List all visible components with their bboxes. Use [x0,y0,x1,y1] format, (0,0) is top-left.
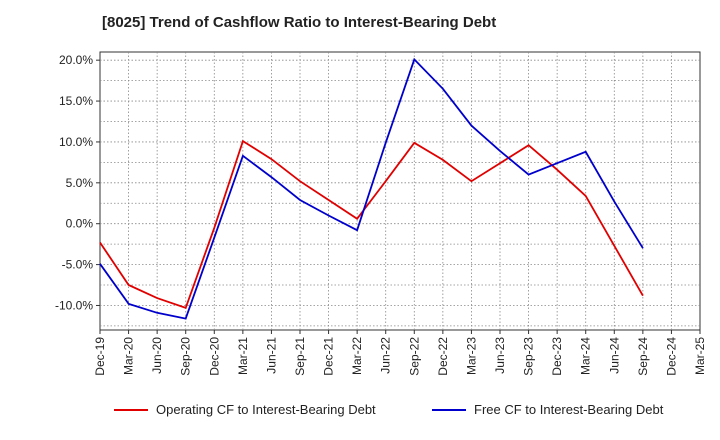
axis-ticks: -10.0% -5.0% 0.0% 5.0% 10.0% 15.0% 20.0% Dec-19… [55,53,707,376]
legend-label-operating-cf: Operating CF to Interest-Bearing Debt [156,402,376,417]
x-tick-label: Dec-24 [664,337,678,376]
x-tick-label: Dec-19 [93,337,107,376]
x-tick-label: Mar-23 [464,337,478,375]
x-tick-label: Jun-21 [264,337,278,374]
series-line-free-cf-to-interest-bearing-debt [99,57,644,320]
x-tick-label: Sep-23 [522,337,536,376]
y-tick-label: 20.0% [59,53,93,67]
x-tick-label: Mar-20 [122,337,136,375]
x-tick-label: Sep-20 [179,337,193,376]
legend-item-operating-cf: Operating CF to Interest-Bearing Debt [114,402,376,417]
plot-area [99,51,701,331]
x-tick-label: Dec-22 [436,337,450,376]
x-tick-label: Mar-24 [579,337,593,375]
x-tick-label: Jun-20 [150,337,164,374]
legend: Operating CF to Interest-Bearing Debt Fr… [0,402,720,426]
legend-swatch-operating-cf [114,408,148,411]
y-tick-label: -10.0% [55,298,93,312]
x-tick-label: Jun-22 [379,337,393,374]
x-tick-label: Jun-23 [493,337,507,374]
series-lines [99,57,644,320]
x-tick-label: Mar-22 [350,337,364,375]
legend-label-free-cf: Free CF to Interest-Bearing Debt [474,402,664,417]
y-tick-label: 10.0% [59,135,93,149]
chart-title: [8025] Trend of Cashflow Ratio to Intere… [102,14,497,31]
x-tick-label: Sep-22 [407,337,421,376]
x-tick-label: Mar-25 [693,337,707,375]
x-tick-label: Dec-23 [550,337,564,376]
legend-item-free-cf: Free CF to Interest-Bearing Debt [432,402,663,417]
x-tick-label: Dec-21 [322,337,336,376]
x-tick-label: Mar-21 [236,337,250,375]
x-tick-label: Sep-21 [293,337,307,376]
gridlines [100,52,700,330]
x-tick-label: Jun-24 [607,337,621,374]
y-tick-label: -5.0% [62,258,94,272]
y-tick-label: 15.0% [59,94,93,108]
x-tick-label: Dec-20 [207,337,221,376]
y-tick-label: 5.0% [66,176,94,190]
legend-swatch-free-cf [432,408,466,411]
x-tick-label: Sep-24 [636,337,650,376]
y-tick-label: 0.0% [66,217,94,231]
